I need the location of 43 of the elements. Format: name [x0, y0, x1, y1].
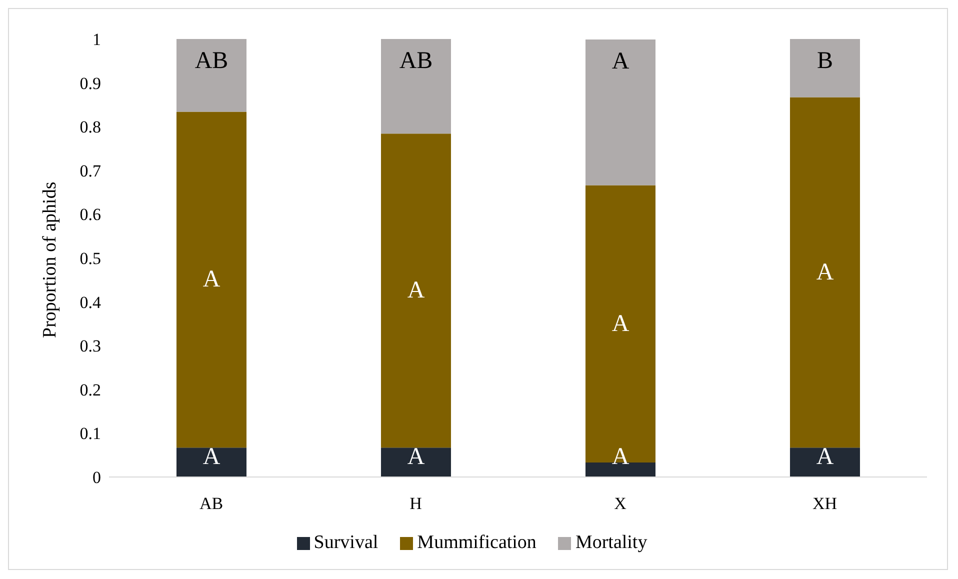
x-tick-label: AB	[199, 494, 224, 514]
y-tick-label: 0.5	[80, 249, 101, 268]
legend-label: Survival	[314, 532, 378, 553]
bar	[380, 39, 451, 134]
y-tick-label: 0.8	[80, 118, 101, 137]
data-label: A	[816, 259, 834, 286]
bar	[585, 462, 656, 477]
data-label: B	[816, 48, 833, 74]
y-tick-label: 0.1	[80, 424, 101, 444]
y-axis-title: Proportion of aphids	[40, 182, 61, 338]
bar	[176, 39, 246, 112]
data-label: AB	[194, 48, 228, 74]
bar	[585, 185, 656, 463]
data-label: A	[612, 310, 630, 337]
data-label: A	[612, 48, 630, 74]
data-label: A	[816, 444, 834, 470]
bar	[790, 39, 860, 98]
bar	[176, 112, 246, 448]
y-tick-label: 0.9	[80, 74, 101, 93]
bar	[380, 448, 451, 477]
data-label: A	[407, 278, 426, 304]
bar	[176, 448, 246, 477]
data-label: AB	[399, 48, 433, 74]
bar	[790, 97, 860, 448]
data-label: A	[612, 444, 630, 470]
bar	[790, 448, 860, 477]
y-tick-label: 0.2	[80, 380, 101, 400]
bar	[380, 134, 451, 448]
y-tick-label: 1	[92, 30, 101, 50]
x-tick-label: H	[410, 494, 422, 514]
y-tick-label: 0	[92, 468, 101, 488]
x-tick-label: X	[614, 494, 626, 514]
y-tick-label: 0.7	[80, 161, 102, 180]
x-tick-label: XH	[812, 494, 838, 514]
legend-label: Mortality	[575, 532, 648, 553]
y-tick-label: 0.6	[80, 205, 101, 224]
data-label: A	[202, 444, 221, 470]
y-tick-label: 0.4	[80, 292, 102, 312]
bar	[585, 39, 656, 186]
data-label: A	[407, 444, 426, 470]
y-tick-label: 0.3	[80, 336, 101, 356]
legend-label: Mummification	[417, 532, 536, 553]
data-label: A	[202, 266, 221, 293]
